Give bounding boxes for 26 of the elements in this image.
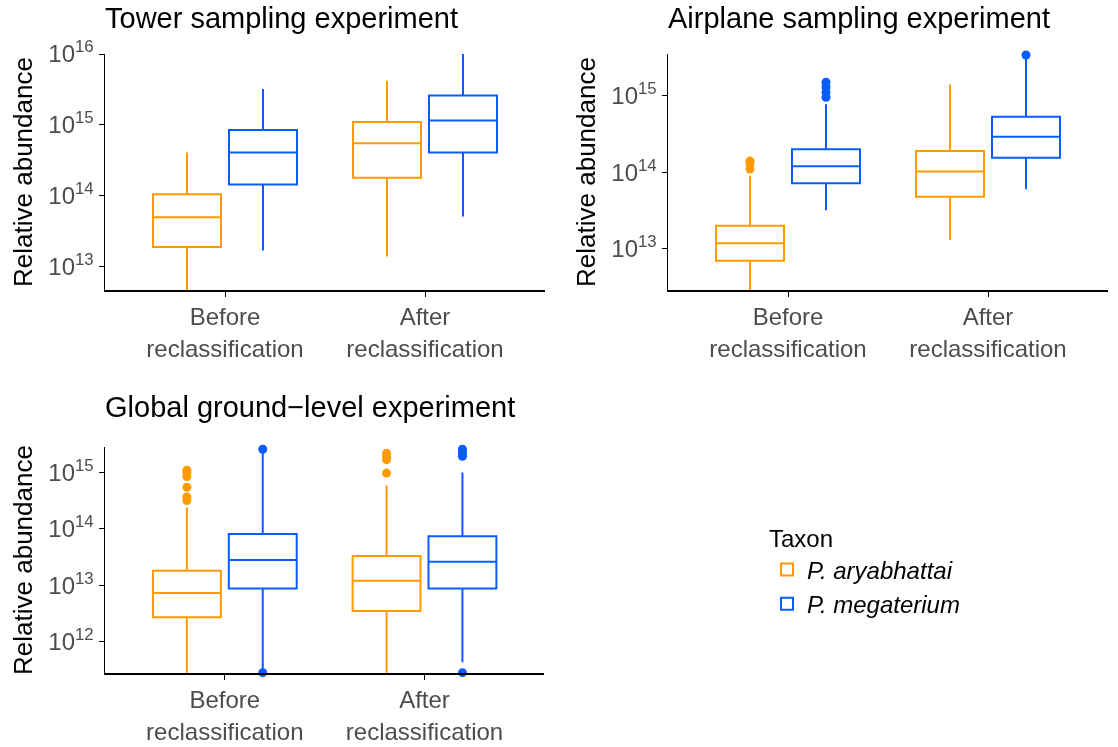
x-tick-label: After reclassification [909, 303, 1067, 362]
y-axis-title: Relative abundance [7, 445, 38, 675]
y-tick-label: 10$^{15}$ [48, 455, 94, 487]
y-tick-label: 10$^{13}$ [611, 232, 657, 263]
y-tick-label: 10$^{14}$ [48, 179, 94, 210]
chart-title: Global ground−level experiment [105, 391, 516, 424]
x-tick-label: Before reclassification [709, 303, 867, 362]
y-tick-label: 10$^{14}$ [48, 512, 94, 543]
x-tick-label: Before reclassification [146, 303, 304, 362]
chart-title: Tower sampling experiment [105, 2, 458, 35]
y-tick-label: 10$^{13}$ [48, 568, 94, 599]
y-tick-label: 10$^{13}$ [48, 250, 94, 281]
legend-title: Taxon [768, 525, 834, 553]
legend-label: P. aryabhattai [806, 556, 953, 584]
legend-label: P. megaterium [806, 591, 960, 619]
y-tick-label: 10$^{15}$ [48, 108, 94, 139]
x-tick-label: After reclassification [346, 303, 504, 362]
y-tick-label: 10$^{15}$ [611, 78, 657, 110]
x-tick-label: After reclassification [345, 686, 504, 745]
y-tick-label: 10$^{12}$ [48, 624, 94, 655]
y-tick-label: 10$^{16}$ [48, 37, 94, 68]
y-tick-label: 10$^{14}$ [611, 155, 657, 186]
y-axis-title: Relative abundance [7, 57, 38, 287]
x-tick-label: Before reclassification [146, 686, 304, 745]
y-axis-title: Relative abundance [570, 57, 601, 287]
chart-title: Airplane sampling experiment [668, 2, 1051, 35]
